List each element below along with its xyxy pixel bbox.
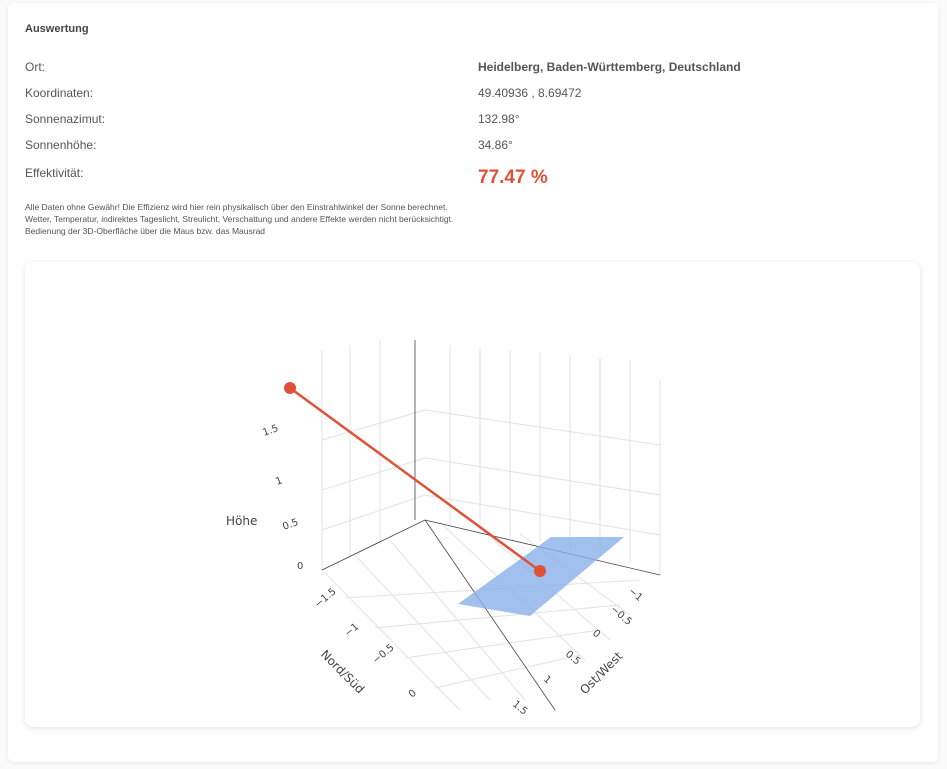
row-value: 132.98°: [478, 112, 520, 126]
note: Wetter, Temperatur, indirektes Tageslich…: [25, 214, 454, 224]
x-tick: 0.5: [563, 649, 582, 668]
y-title: Nord/Süd: [318, 647, 367, 696]
x-tick: 1: [541, 674, 553, 687]
row-value: 34.86°: [478, 138, 513, 152]
plot-content: 1.5 1 0.5 0 Höhe −1.5 −1 −0.5 0 Nord/Süd…: [226, 340, 661, 718]
note: Alle Daten ohne Gewähr! Die Effizienz wi…: [25, 202, 448, 212]
z-tick: 1.5: [261, 423, 280, 439]
result-card: Auswertung Ort: Heidelberg, Baden-Württe…: [8, 3, 938, 762]
z-tick: 0: [297, 561, 303, 572]
x-title: Ost/West: [577, 649, 625, 697]
x-tick: 1.5: [510, 699, 529, 718]
z-tick: 0.5: [281, 517, 300, 533]
y-tick: −1: [343, 621, 361, 639]
3d-plot[interactable]: 1.5 1 0.5 0 Höhe −1.5 −1 −0.5 0 Nord/Süd…: [25, 262, 920, 727]
row-label: Koordinaten:: [25, 86, 94, 100]
z-title: Höhe: [226, 514, 257, 528]
panel-point: [534, 565, 546, 577]
title: Auswertung: [25, 23, 89, 35]
row-label: Effektivität:: [25, 166, 84, 180]
efficiency-value: 77.47 %: [478, 167, 548, 188]
note: Bedienung der 3D-Oberfläche über die Mau…: [25, 226, 266, 236]
y-tick: −1.5: [313, 586, 339, 610]
row-label: Ort:: [25, 60, 45, 74]
row-label: Sonnenhöhe:: [25, 138, 97, 152]
x-tick: −1: [626, 586, 644, 604]
sun-vector: [289, 386, 541, 573]
row-value: Heidelberg, Baden-Württemberg, Deutschla…: [478, 60, 741, 74]
plot-card: 1.5 1 0.5 0 Höhe −1.5 −1 −0.5 0 Nord/Süd…: [25, 262, 920, 727]
y-tick: 0: [407, 688, 419, 701]
sun-point: [284, 382, 296, 394]
row-label: Sonnenazimut:: [25, 112, 106, 126]
row-value: 49.40936 , 8.69472: [478, 86, 582, 100]
y-tick: −0.5: [371, 642, 397, 666]
x-tick: 0: [590, 628, 602, 641]
x-tick: −0.5: [608, 604, 634, 628]
z-tick: 1: [274, 475, 284, 488]
